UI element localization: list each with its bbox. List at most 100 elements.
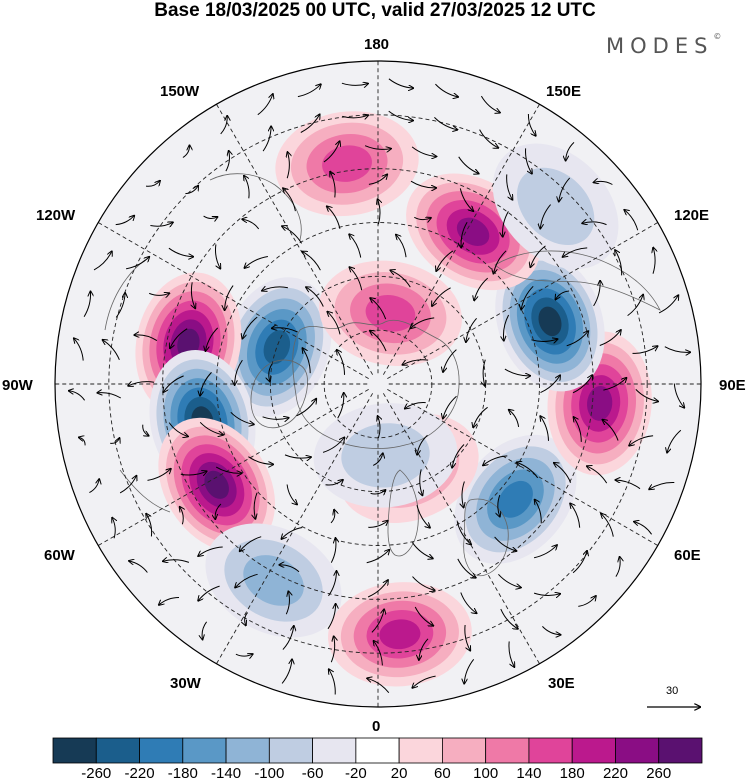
wind-vector bbox=[328, 571, 337, 597]
colorbar-label: 140 bbox=[516, 765, 542, 782]
colorbar-label: -60 bbox=[301, 765, 324, 782]
meridian-line bbox=[216, 104, 374, 375]
wind-vector bbox=[474, 277, 489, 300]
lon-label-150e: 150E bbox=[546, 83, 582, 100]
wind-vector bbox=[456, 521, 471, 544]
wind-vector bbox=[494, 250, 507, 274]
wind-vector bbox=[374, 641, 383, 666]
wind-vector bbox=[480, 95, 500, 113]
wind-vector bbox=[540, 416, 549, 441]
colorbar-swatch bbox=[225, 737, 270, 764]
wind-vector bbox=[244, 176, 250, 199]
colorbar-label: 100 bbox=[473, 765, 499, 782]
meridian-line bbox=[216, 393, 374, 664]
wind-vector bbox=[69, 391, 86, 401]
graticule bbox=[55, 61, 701, 707]
lon-label-150w: 150W bbox=[160, 83, 200, 100]
wind-vector bbox=[635, 389, 658, 401]
anomaly-contour bbox=[263, 330, 291, 365]
colorbar-swatch bbox=[52, 737, 97, 764]
wind-vector bbox=[479, 129, 499, 148]
wind-vector bbox=[103, 340, 120, 360]
anomaly-contour bbox=[538, 306, 562, 337]
wind-vector bbox=[215, 466, 241, 473]
wind-vector bbox=[503, 314, 510, 341]
wind-vector bbox=[634, 522, 653, 535]
wind-vector bbox=[337, 393, 344, 419]
colorbar-swatch bbox=[95, 737, 140, 764]
wind-vector bbox=[330, 538, 336, 563]
wind-vector bbox=[410, 180, 436, 188]
wind-vector bbox=[126, 257, 149, 270]
wind-vector bbox=[235, 359, 243, 385]
wind-vector bbox=[245, 612, 248, 626]
wind-vector bbox=[559, 177, 571, 202]
wind-vector bbox=[483, 359, 485, 386]
wind-vector bbox=[466, 317, 477, 342]
colorbar-swatch bbox=[615, 737, 660, 764]
lon-label-120e: 120E bbox=[674, 207, 710, 224]
anomaly-negative-15 bbox=[492, 143, 619, 270]
wind-vector bbox=[572, 551, 587, 574]
anomaly-positive-6 bbox=[328, 582, 472, 687]
wind-vector bbox=[284, 454, 311, 458]
wind-vector bbox=[145, 181, 160, 187]
wind-vector bbox=[330, 172, 336, 198]
anomaly-positive-4 bbox=[158, 417, 276, 552]
wind-vector bbox=[371, 609, 384, 633]
wind-vector bbox=[112, 518, 115, 539]
wind-vector bbox=[225, 285, 234, 311]
anomaly-contour bbox=[341, 423, 430, 488]
colorbar-swatch bbox=[139, 737, 184, 764]
lon-label-90e: 90E bbox=[719, 377, 746, 394]
wind-vector bbox=[508, 641, 514, 667]
wind-vector bbox=[83, 292, 90, 317]
wind-vector bbox=[411, 146, 436, 157]
colorbar-label: 60 bbox=[434, 765, 451, 782]
wind-vector bbox=[337, 350, 345, 375]
wind-vector bbox=[248, 456, 273, 465]
brand-name: MODES bbox=[606, 34, 714, 58]
wind-vector bbox=[185, 186, 198, 195]
wind-vector bbox=[459, 188, 473, 211]
wind-vector bbox=[198, 585, 220, 601]
wind-vector bbox=[443, 349, 457, 372]
wind-vector bbox=[168, 247, 193, 257]
meridian-line bbox=[98, 222, 369, 380]
wind-vector bbox=[504, 368, 530, 376]
wind-vector bbox=[202, 621, 208, 640]
land-outline bbox=[104, 173, 661, 577]
wind-vector bbox=[587, 466, 608, 484]
wind-vector bbox=[257, 94, 273, 116]
wind-vector bbox=[368, 175, 387, 185]
brand-logo: MODES© bbox=[606, 32, 721, 58]
wind-vector bbox=[282, 626, 294, 650]
wind-vector bbox=[279, 565, 300, 573]
anomaly-contour bbox=[516, 167, 595, 246]
wind-vector bbox=[378, 199, 380, 225]
wind-vector bbox=[269, 363, 273, 381]
colorbar-label: 260 bbox=[646, 765, 672, 782]
wind-vector bbox=[283, 188, 296, 212]
wind-vector bbox=[530, 245, 546, 267]
colorbar-swatch bbox=[571, 737, 616, 764]
wind-vector bbox=[566, 331, 589, 347]
anomaly-positive-14 bbox=[275, 111, 419, 217]
wind-vector bbox=[457, 558, 476, 578]
wind-vector bbox=[667, 429, 682, 452]
wind-vector bbox=[225, 151, 230, 172]
wind-vector bbox=[531, 339, 557, 341]
wind-vector bbox=[464, 624, 470, 651]
colorbar bbox=[52, 737, 703, 764]
wind-vector bbox=[525, 148, 532, 173]
wind-vector bbox=[503, 211, 509, 236]
wind-vector bbox=[434, 117, 457, 129]
wind-vector bbox=[323, 141, 340, 163]
wind-vector bbox=[627, 295, 644, 317]
meridian-line bbox=[98, 388, 369, 546]
wind-vector bbox=[349, 234, 362, 258]
wind-vector bbox=[350, 267, 363, 291]
wind-vector bbox=[410, 317, 435, 328]
lon-label-120w: 120W bbox=[36, 207, 76, 224]
colorbar-label: -100 bbox=[254, 765, 285, 782]
